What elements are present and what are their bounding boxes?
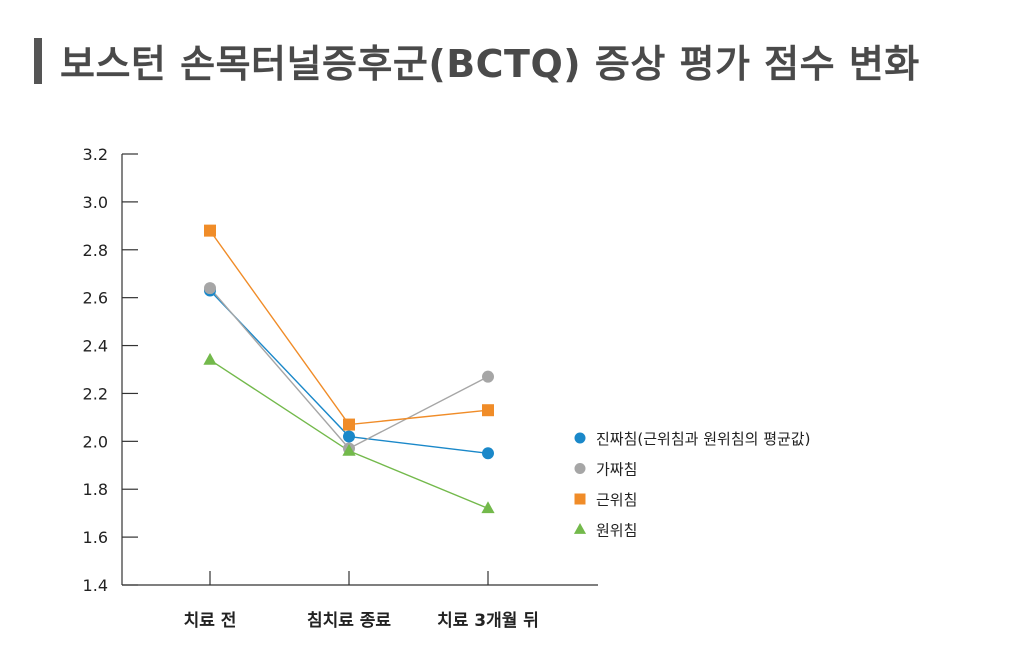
title-accent-bar: [34, 38, 42, 84]
legend-marker: [574, 463, 586, 474]
data-point: [204, 282, 216, 295]
page-title: 보스턴 손목터널증후군(BCTQ) 증상 평가 점수 변화: [60, 42, 920, 86]
x-tick-label: 치료 전: [184, 611, 237, 631]
y-tick-label: 2.8: [83, 241, 108, 260]
data-point: [342, 443, 356, 456]
legend-marker: [574, 493, 586, 505]
y-tick-label: 1.6: [83, 528, 108, 547]
y-tick-label: 2.4: [83, 337, 108, 356]
legend-label: 가짜침: [596, 461, 637, 479]
y-tick-label: 2.2: [83, 384, 108, 403]
y-tick-label: 2.6: [83, 289, 108, 308]
legend-label: 근위침: [596, 491, 637, 509]
x-tick-label: 치료 3개월 뒤: [437, 610, 539, 631]
legend-marker: [574, 432, 586, 444]
y-tick-label: 1.8: [83, 480, 108, 499]
series-line: [209, 230, 489, 426]
legend-marker: [573, 523, 587, 534]
data-point: [343, 430, 355, 443]
y-tick-label: 3.0: [83, 193, 108, 212]
x-tick-label: 침치료 종료: [307, 610, 391, 631]
data-point: [203, 352, 217, 365]
data-point: [482, 370, 494, 383]
y-tick-label: 3.2: [83, 145, 108, 164]
data-point: [481, 501, 495, 514]
legend-label: 원위침: [596, 522, 637, 540]
y-tick-label: 2.0: [83, 432, 108, 451]
series-markers: [203, 224, 495, 514]
legend-label: 진짜침(근위침과 원위침의 평균값): [596, 430, 810, 448]
y-tick-label: 1.4: [83, 576, 108, 595]
chart-axes: 1.4 1.6 1.8 2.0 2.2 2.4 2.6 2.8 3.0 3.2 치료 전 침치료 종료…: [83, 145, 598, 631]
data-point: [343, 418, 355, 431]
data-point: [482, 404, 494, 417]
data-point: [204, 224, 216, 237]
data-point: [482, 447, 494, 460]
series-lines: [209, 230, 489, 510]
